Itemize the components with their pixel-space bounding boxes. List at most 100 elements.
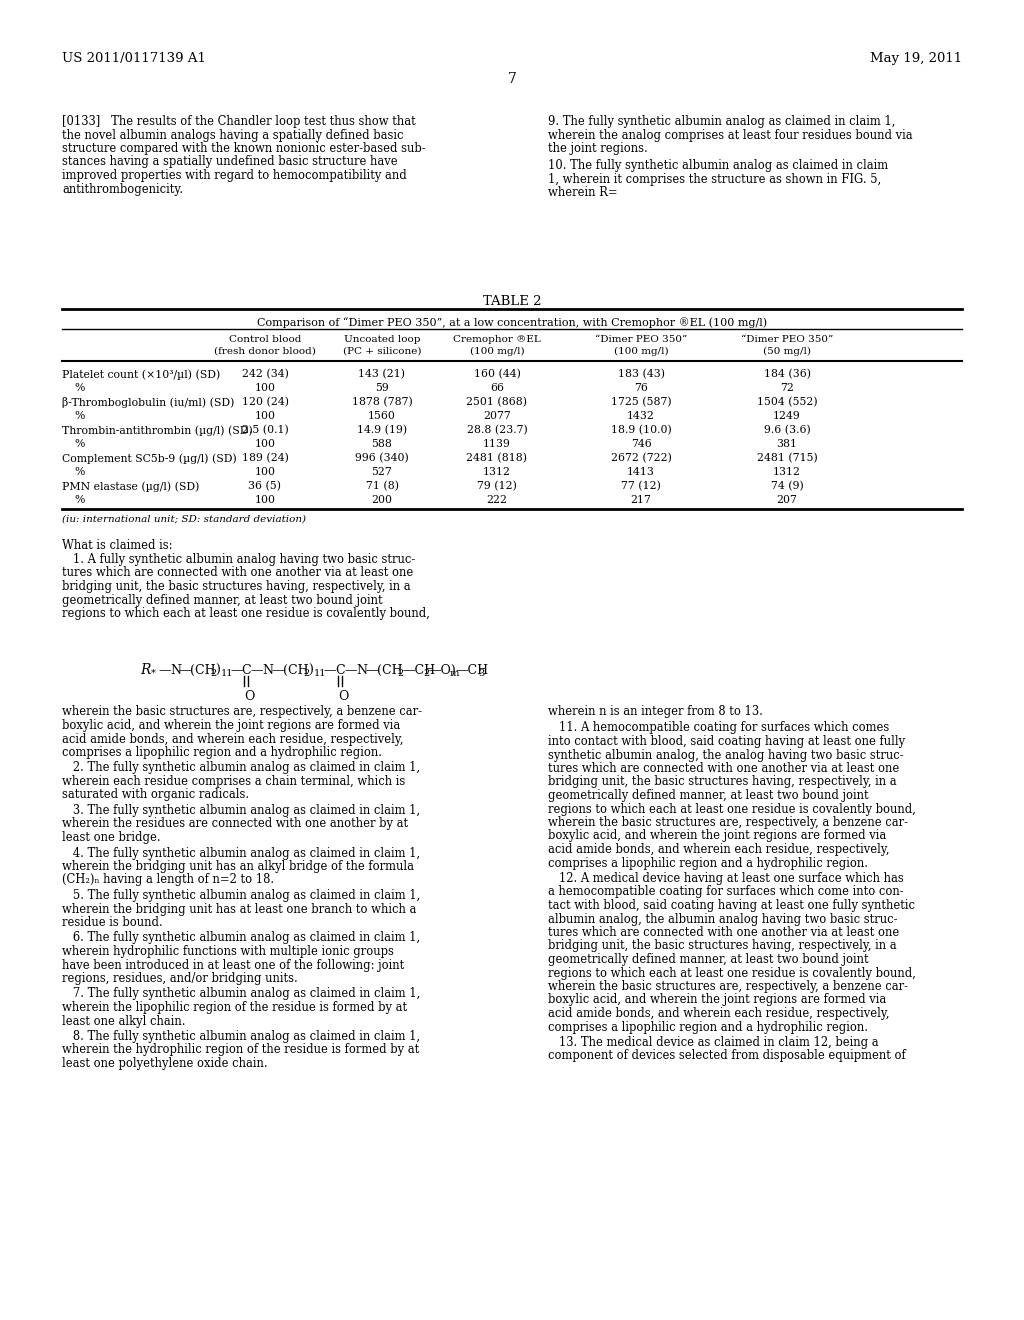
Text: 143 (21): 143 (21) — [358, 370, 406, 379]
Text: 217: 217 — [631, 495, 651, 506]
Text: geometrically defined manner, at least two bound joint: geometrically defined manner, at least t… — [548, 953, 868, 966]
Text: least one alkyl chain.: least one alkyl chain. — [62, 1015, 185, 1027]
Text: *: * — [151, 669, 156, 678]
Text: improved properties with regard to hemocompatibility and: improved properties with regard to hemoc… — [62, 169, 407, 182]
Text: 527: 527 — [372, 467, 392, 477]
Text: 1312: 1312 — [773, 467, 801, 477]
Text: 120 (24): 120 (24) — [242, 397, 289, 408]
Text: regions to which each at least one residue is covalently bound,: regions to which each at least one resid… — [548, 803, 915, 816]
Text: 100: 100 — [255, 383, 275, 393]
Text: (PC + silicone): (PC + silicone) — [343, 347, 421, 356]
Text: 11: 11 — [314, 669, 327, 678]
Text: 996 (340): 996 (340) — [355, 453, 409, 463]
Text: tures which are connected with one another via at least one: tures which are connected with one anoth… — [548, 762, 899, 775]
Text: bridging unit, the basic structures having, respectively, in a: bridging unit, the basic structures havi… — [62, 579, 411, 593]
Text: 1249: 1249 — [773, 411, 801, 421]
Text: (CH: (CH — [377, 664, 402, 677]
Text: 2077: 2077 — [483, 411, 511, 421]
Text: —: — — [158, 664, 171, 677]
Text: saturated with organic radicals.: saturated with organic radicals. — [62, 788, 249, 801]
Text: 2: 2 — [397, 669, 403, 678]
Text: (100 mg/l): (100 mg/l) — [470, 347, 524, 356]
Text: 12. A medical device having at least one surface which has: 12. A medical device having at least one… — [548, 873, 904, 884]
Text: 10. The fully synthetic albumin analog as claimed in claim: 10. The fully synthetic albumin analog a… — [548, 160, 888, 173]
Text: 71 (8): 71 (8) — [366, 480, 398, 491]
Text: “Dimer PEO 350”: “Dimer PEO 350” — [740, 335, 834, 345]
Text: US 2011/0117139 A1: US 2011/0117139 A1 — [62, 51, 206, 65]
Text: component of devices selected from disposable equipment of: component of devices selected from dispo… — [548, 1049, 906, 1063]
Text: %: % — [74, 495, 84, 506]
Text: antithrombogenicity.: antithrombogenicity. — [62, 182, 183, 195]
Text: the novel albumin analogs having a spatially defined basic: the novel albumin analogs having a spati… — [62, 128, 403, 141]
Text: 2481 (818): 2481 (818) — [467, 453, 527, 463]
Text: 14.9 (19): 14.9 (19) — [357, 425, 408, 436]
Text: 1878 (787): 1878 (787) — [351, 397, 413, 408]
Text: 66: 66 — [490, 383, 504, 393]
Text: 242 (34): 242 (34) — [242, 370, 289, 379]
Text: Comparison of “Dimer PEO 350”, at a low concentration, with Cremophor ®EL (100 m: Comparison of “Dimer PEO 350”, at a low … — [257, 317, 767, 327]
Text: 160 (44): 160 (44) — [473, 370, 520, 379]
Text: 746: 746 — [631, 440, 651, 449]
Text: wherein the hydrophilic region of the residue is formed by at: wherein the hydrophilic region of the re… — [62, 1044, 419, 1056]
Text: 9. The fully synthetic albumin analog as claimed in claim 1,: 9. The fully synthetic albumin analog as… — [548, 115, 895, 128]
Text: (CH: (CH — [190, 664, 216, 677]
Text: 76: 76 — [634, 383, 648, 393]
Text: into contact with blood, said coating having at least one fully: into contact with blood, said coating ha… — [548, 735, 905, 748]
Text: ): ) — [215, 664, 220, 677]
Text: geometrically defined manner, at least two bound joint: geometrically defined manner, at least t… — [548, 789, 868, 803]
Text: the joint regions.: the joint regions. — [548, 143, 648, 154]
Text: 28.8 (23.7): 28.8 (23.7) — [467, 425, 527, 436]
Text: %: % — [74, 411, 84, 421]
Text: 2672 (722): 2672 (722) — [610, 453, 672, 463]
Text: —: — — [323, 664, 336, 677]
Text: 36 (5): 36 (5) — [249, 480, 282, 491]
Text: What is claimed is:: What is claimed is: — [62, 539, 172, 552]
Text: 184 (36): 184 (36) — [764, 370, 811, 379]
Text: 2.5 (0.1): 2.5 (0.1) — [242, 425, 289, 436]
Text: 79 (12): 79 (12) — [477, 480, 517, 491]
Text: m: m — [450, 669, 460, 678]
Text: β-Thromboglobulin (iu/ml) (SD): β-Thromboglobulin (iu/ml) (SD) — [62, 397, 234, 408]
Text: albumin analog, the albumin analog having two basic struc-: albumin analog, the albumin analog havin… — [548, 912, 897, 925]
Text: Control blood: Control blood — [228, 335, 301, 345]
Text: residue is bound.: residue is bound. — [62, 916, 163, 929]
Text: May 19, 2011: May 19, 2011 — [869, 51, 962, 65]
Text: boxylic acid, and wherein the joint regions are formed via: boxylic acid, and wherein the joint regi… — [548, 829, 886, 842]
Text: 1725 (587): 1725 (587) — [610, 397, 672, 408]
Text: 2481 (715): 2481 (715) — [757, 453, 817, 463]
Text: 74 (9): 74 (9) — [771, 480, 804, 491]
Text: 9.6 (3.6): 9.6 (3.6) — [764, 425, 810, 436]
Text: 2501 (868): 2501 (868) — [467, 397, 527, 408]
Text: “Dimer PEO 350”: “Dimer PEO 350” — [595, 335, 687, 345]
Text: —: — — [178, 664, 190, 677]
Text: wherein R=: wherein R= — [548, 186, 617, 199]
Text: bridging unit, the basic structures having, respectively, in a: bridging unit, the basic structures havi… — [548, 776, 897, 788]
Text: C: C — [241, 664, 251, 677]
Text: 8. The fully synthetic albumin analog as claimed in claim 1,: 8. The fully synthetic albumin analog as… — [62, 1030, 420, 1043]
Text: 11. A hemocompatible coating for surfaces which comes: 11. A hemocompatible coating for surface… — [548, 722, 889, 734]
Text: 100: 100 — [255, 411, 275, 421]
Text: tact with blood, said coating having at least one fully synthetic: tact with blood, said coating having at … — [548, 899, 915, 912]
Text: (iu: international unit; SD: standard deviation): (iu: international unit; SD: standard de… — [62, 513, 306, 523]
Text: 1413: 1413 — [627, 467, 655, 477]
Text: 100: 100 — [255, 495, 275, 506]
Text: (fresh donor blood): (fresh donor blood) — [214, 347, 316, 356]
Text: TABLE 2: TABLE 2 — [482, 294, 542, 308]
Text: 2. The fully synthetic albumin analog as claimed in claim 1,: 2. The fully synthetic albumin analog as… — [62, 762, 420, 775]
Text: —: — — [344, 664, 356, 677]
Text: 1312: 1312 — [483, 467, 511, 477]
Text: —: — — [271, 664, 284, 677]
Text: least one bridge.: least one bridge. — [62, 832, 161, 843]
Text: regions to which each at least one residue is covalently bound,: regions to which each at least one resid… — [62, 607, 430, 620]
Text: 381: 381 — [776, 440, 798, 449]
Text: 1139: 1139 — [483, 440, 511, 449]
Text: 207: 207 — [776, 495, 798, 506]
Text: PMN elastase (µg/l) (SD): PMN elastase (µg/l) (SD) — [62, 480, 200, 491]
Text: —: — — [230, 664, 243, 677]
Text: R: R — [140, 664, 151, 677]
Text: 1504 (552): 1504 (552) — [757, 397, 817, 408]
Text: Thrombin-antithrombin (µg/l) (SD): Thrombin-antithrombin (µg/l) (SD) — [62, 425, 253, 436]
Text: N: N — [356, 664, 367, 677]
Text: 7. The fully synthetic albumin analog as claimed in claim 1,: 7. The fully synthetic albumin analog as… — [62, 987, 420, 1001]
Text: wherein the residues are connected with one another by at: wherein the residues are connected with … — [62, 817, 409, 830]
